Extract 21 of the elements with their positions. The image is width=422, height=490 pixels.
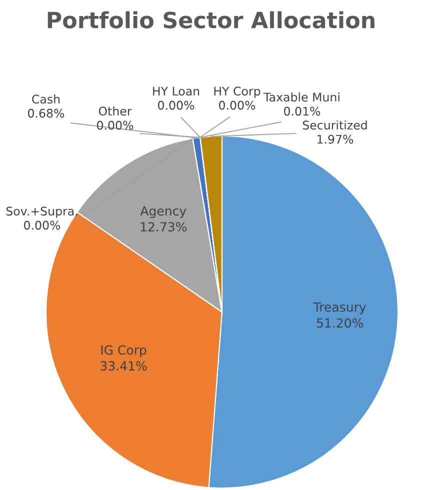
category-label: Other [98,106,132,116]
text: 0.00% [158,100,194,110]
data-label: 1.97% [318,134,354,144]
slice-label: IG Corp [101,345,146,358]
slice-label: Securitized [302,120,367,130]
text: 0.00% [97,120,134,130]
data-label: 0.68% [28,108,64,118]
text: 0.00% [219,100,256,110]
category-label: HY Corp [214,86,260,98]
category-label: HY Loan [153,86,200,96]
text: 0.00% [24,220,60,230]
slice-label: Agency [140,206,186,218]
data-label: 51.20% [316,318,363,328]
data-label: 33.41% [100,361,147,371]
category-label: Sov.+Supra. [6,206,78,218]
slice-label: Cash [32,94,60,104]
slice-label: Taxable Muni [263,92,340,102]
slice-label: Treasury [313,302,366,314]
data-label: 0.01% [284,106,320,116]
chart-title: Portfolio Sector Allocation [48,11,374,28]
data-label: 12.73% [140,222,187,232]
